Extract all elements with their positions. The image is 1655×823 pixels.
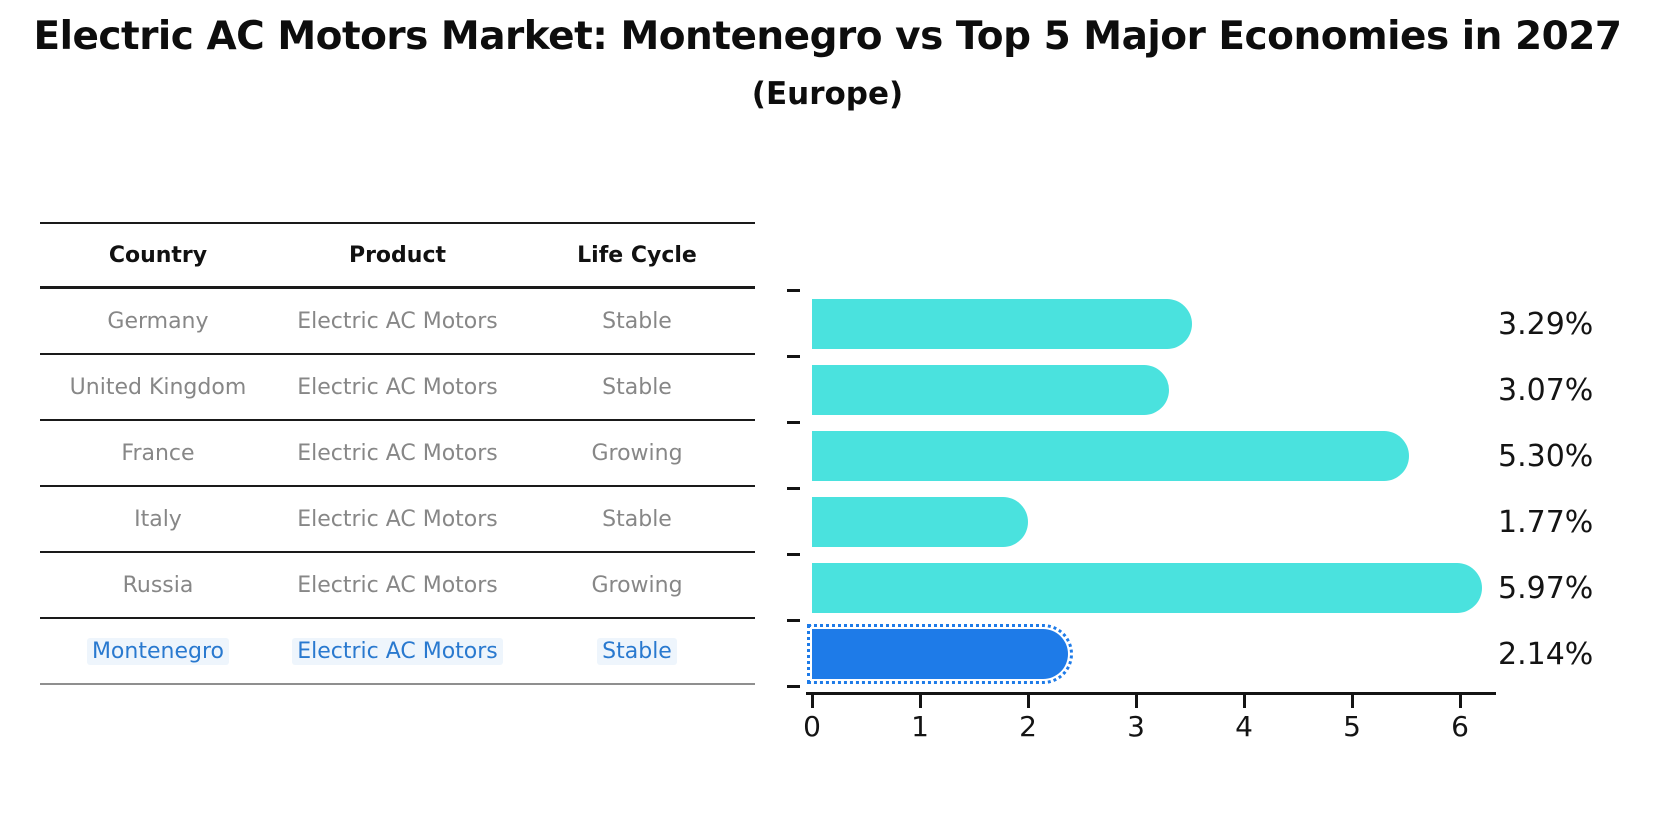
cell-country: United Kingdom [40,375,276,400]
cell-life-cycle-text: Stable [602,506,672,532]
value-label-italy: 1.77% [1498,505,1594,540]
cell-product-text: Electric AC Motors [297,308,498,334]
bar-france [812,431,1409,481]
cell-product-text: Electric AC Motors [297,374,498,400]
cell-product: Electric AC Motors [276,375,519,400]
cell-country: Russia [40,573,276,598]
y-tick-mark [787,421,800,424]
header-country: Country [108,242,208,268]
value-label-montenegro: 2.14% [1498,637,1594,672]
table-row-russia: Russia Electric AC Motors Growing [40,553,755,619]
table-row-italy: Italy Electric AC Motors Stable [40,487,755,553]
cell-product: Electric AC Motors [276,507,519,532]
bar-italy [812,497,1028,547]
x-tick-mark [919,695,922,708]
value-label-united-kingdom: 3.07% [1498,373,1594,408]
cell-product: Electric AC Motors [276,441,519,466]
cell-country: Montenegro [40,637,276,665]
cell-life-cycle-text: Growing [591,572,683,598]
page-title: Electric AC Motors Market: Montenegro vs… [33,14,1622,59]
header-product: Product [348,242,447,268]
cell-life-cycle: Growing [519,573,755,598]
x-tick-mark [1243,695,1246,708]
cell-country: Italy [40,507,276,532]
x-tick-label: 2 [1019,710,1037,743]
y-tick-mark [787,355,800,358]
cell-life-cycle: Growing [519,441,755,466]
x-tick-mark [1351,695,1354,708]
y-tick-mark [787,289,800,292]
cell-product-text: Electric AC Motors [292,637,503,665]
cell-life-cycle-text: Stable [602,374,672,400]
cell-life-cycle: Stable [519,375,755,400]
table-row-montenegro: Montenegro Electric AC Motors Stable [40,619,755,685]
bar-montenegro [807,624,1073,684]
y-tick-mark [787,619,800,622]
cell-product: Electric AC Motors [276,309,519,334]
x-tick-label: 0 [803,710,821,743]
y-tick-mark [787,487,800,490]
y-tick-mark [787,553,800,556]
cell-product-text: Electric AC Motors [297,572,498,598]
x-tick-mark [1135,695,1138,708]
table-row-germany: Germany Electric AC Motors Stable [40,289,755,355]
cell-life-cycle: Stable [519,309,755,334]
cell-life-cycle-text: Growing [591,440,683,466]
x-axis-line [806,692,1496,695]
table-row-united-kingdom: United Kingdom Electric AC Motors Stable [40,355,755,421]
x-tick-label: 6 [1451,710,1469,743]
value-label-germany: 3.29% [1498,307,1594,342]
cell-country-text: Italy [134,506,182,532]
country-table: Country Product Life Cycle Germany Electr… [40,222,755,685]
value-label-france: 5.30% [1498,439,1594,474]
cell-product: Electric AC Motors [276,573,519,598]
cell-country: Germany [40,309,276,334]
table-header-row: Country Product Life Cycle [40,222,755,289]
cell-product-text: Electric AC Motors [297,440,498,466]
cell-country: France [40,441,276,466]
header-life-cycle: Life Cycle [577,242,697,268]
cell-product-text: Electric AC Motors [297,506,498,532]
cell-country-text: Germany [107,308,209,334]
x-tick-label: 3 [1127,710,1145,743]
x-tick-mark [1027,695,1030,708]
bar-russia [812,563,1482,613]
bar-germany [812,299,1192,349]
x-tick-label: 4 [1235,710,1253,743]
x-tick-mark [1459,695,1462,708]
x-tick-label: 1 [911,710,929,743]
cell-life-cycle: Stable [519,507,755,532]
cell-life-cycle-text: Stable [597,637,677,665]
cell-country-text: Russia [122,572,194,598]
table-row-france: France Electric AC Motors Growing [40,421,755,487]
page-subtitle: (Europe) [751,76,904,112]
table-body: Germany Electric AC Motors Stable United Ki… [40,289,755,685]
cell-country-text: Montenegro [86,637,229,665]
x-tick-label: 5 [1343,710,1361,743]
x-tick-mark [811,695,814,708]
bar-united-kingdom [812,365,1169,415]
value-label-russia: 5.97% [1498,571,1594,606]
cell-country-text: United Kingdom [69,374,247,400]
cell-product: Electric AC Motors [276,637,519,665]
cell-life-cycle-text: Stable [602,308,672,334]
cell-life-cycle: Stable [519,637,755,665]
y-tick-mark [787,685,800,688]
cell-country-text: France [121,440,195,466]
